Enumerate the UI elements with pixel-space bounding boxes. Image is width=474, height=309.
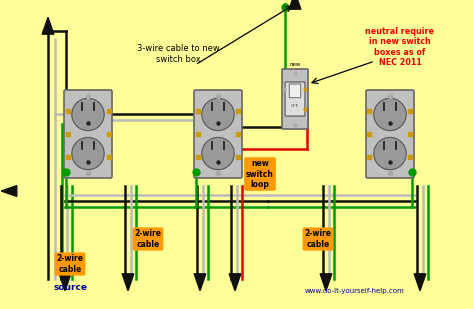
- Polygon shape: [289, 0, 301, 9]
- Polygon shape: [320, 274, 332, 291]
- Text: 3-wire cable to new
switch box: 3-wire cable to new switch box: [137, 44, 219, 64]
- Polygon shape: [414, 274, 426, 291]
- Polygon shape: [42, 17, 54, 34]
- Ellipse shape: [202, 98, 234, 131]
- Polygon shape: [194, 274, 206, 291]
- FancyBboxPatch shape: [64, 90, 112, 178]
- Ellipse shape: [72, 138, 104, 170]
- Text: OFF: OFF: [291, 104, 299, 108]
- Text: new
switch
loop: new switch loop: [246, 159, 274, 189]
- Polygon shape: [1, 186, 17, 197]
- Text: 2-wire
cable: 2-wire cable: [304, 229, 331, 249]
- Ellipse shape: [374, 98, 406, 131]
- Ellipse shape: [202, 138, 234, 170]
- Text: 2-wire
cable: 2-wire cable: [135, 229, 162, 249]
- FancyBboxPatch shape: [366, 90, 414, 178]
- Ellipse shape: [72, 98, 104, 131]
- Polygon shape: [59, 274, 71, 291]
- FancyBboxPatch shape: [289, 84, 301, 98]
- FancyBboxPatch shape: [285, 82, 305, 116]
- Polygon shape: [229, 274, 241, 291]
- Text: new: new: [289, 62, 301, 67]
- Ellipse shape: [374, 138, 406, 170]
- Text: 2-wire
cable: 2-wire cable: [56, 254, 83, 274]
- Polygon shape: [122, 274, 134, 291]
- Text: neutral require
in new switch
boxes as of
NEC 2011: neutral require in new switch boxes as o…: [365, 27, 435, 67]
- Text: www.do-it-yourself-help.com: www.do-it-yourself-help.com: [305, 288, 405, 294]
- Text: source: source: [53, 282, 87, 291]
- FancyBboxPatch shape: [194, 90, 242, 178]
- FancyBboxPatch shape: [282, 69, 308, 129]
